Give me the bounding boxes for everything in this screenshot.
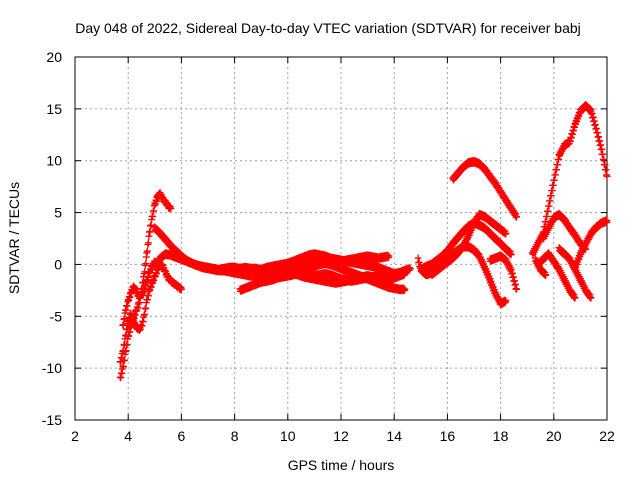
data-point bbox=[507, 250, 515, 258]
y-tick-label: 5 bbox=[54, 205, 62, 221]
x-tick-label: 4 bbox=[124, 428, 132, 444]
data-point bbox=[571, 294, 579, 302]
y-tick-label: -10 bbox=[42, 360, 62, 376]
data-point bbox=[143, 247, 151, 255]
data-point bbox=[406, 265, 414, 273]
chart-title: Day 048 of 2022, Sidereal Day-to-day VTE… bbox=[75, 20, 581, 36]
data-point bbox=[142, 260, 150, 268]
y-tick-label: 10 bbox=[46, 153, 62, 169]
data-point bbox=[401, 285, 409, 293]
data-point bbox=[385, 252, 393, 260]
data-point bbox=[587, 294, 595, 302]
grid bbox=[75, 57, 607, 420]
data-point bbox=[167, 204, 175, 212]
series-arc-18 bbox=[571, 216, 611, 271]
y-tick-label: 20 bbox=[46, 49, 62, 65]
x-tick-label: 14 bbox=[386, 428, 402, 444]
axis-ticks: 2 4 6 8 10 12 14 16 18 20 22 -15 -10 -5 0 5 10 15 20 bbox=[42, 49, 615, 444]
series-arc-2 bbox=[116, 259, 185, 366]
x-tick-label: 2 bbox=[71, 428, 79, 444]
y-tick-label: -5 bbox=[50, 308, 63, 324]
data-point bbox=[502, 229, 510, 237]
data-point bbox=[603, 172, 611, 180]
x-tick-label: 10 bbox=[280, 428, 296, 444]
y-axis-title: SDTVAR / TECUs bbox=[6, 182, 22, 294]
series-arc-11 bbox=[427, 209, 510, 280]
data-point bbox=[513, 285, 521, 293]
x-tick-label: 12 bbox=[333, 428, 349, 444]
data-point bbox=[542, 271, 550, 279]
series-arc-12 bbox=[449, 157, 521, 221]
data-point bbox=[144, 239, 152, 247]
x-tick-label: 18 bbox=[493, 428, 509, 444]
series-arc-3 bbox=[119, 257, 159, 329]
y-tick-label: 15 bbox=[46, 101, 62, 117]
series-arc-13 bbox=[486, 251, 521, 293]
x-tick-label: 20 bbox=[546, 428, 562, 444]
x-tick-label: 16 bbox=[440, 428, 456, 444]
series-arc-14 bbox=[529, 101, 611, 258]
x-axis-title: GPS time / hours bbox=[288, 457, 395, 473]
data-point bbox=[177, 285, 185, 293]
series-arc-19 bbox=[531, 254, 550, 279]
y-tick-label: -15 bbox=[42, 412, 62, 428]
series-arc-8 bbox=[257, 264, 414, 286]
data-point bbox=[513, 213, 521, 221]
x-tick-label: 22 bbox=[599, 428, 615, 444]
x-tick-label: 6 bbox=[178, 428, 186, 444]
data-point bbox=[603, 217, 611, 225]
x-tick-label: 8 bbox=[231, 428, 239, 444]
data-point bbox=[502, 297, 510, 305]
y-tick-label: 0 bbox=[54, 256, 62, 272]
data-marks bbox=[116, 101, 611, 382]
